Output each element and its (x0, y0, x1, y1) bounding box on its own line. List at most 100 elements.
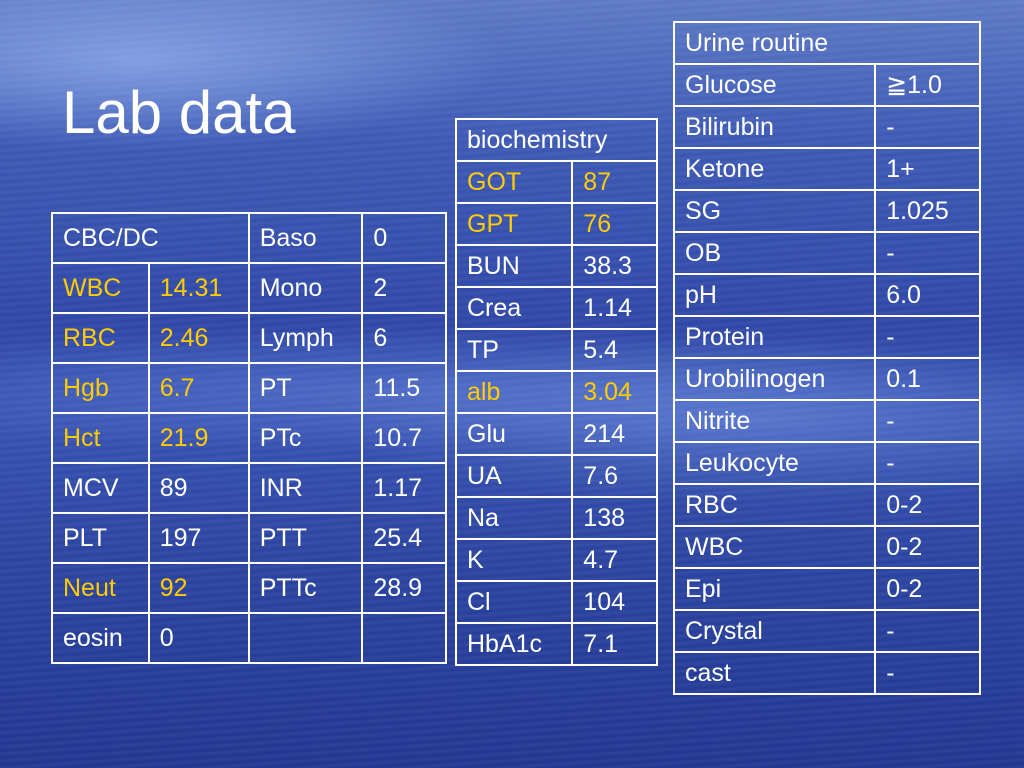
biochemistry-value: 3.04 (571, 370, 658, 414)
table-row: UA 7.6 (454, 454, 658, 498)
table-row: GOT 87 (454, 160, 658, 204)
cbc-value: 2.46 (147, 312, 250, 364)
table-row: cast - (672, 651, 981, 695)
table-row: K 4.7 (454, 538, 658, 582)
table-row: Glu 214 (454, 412, 658, 456)
urine-label: WBC (672, 525, 877, 569)
urine-label: Nitrite (672, 399, 877, 443)
table-row: Hct 21.9 PTc 10.7 (51, 412, 447, 464)
urine-value: - (874, 315, 981, 359)
cbc-baso-label: Baso (247, 212, 364, 264)
urine-value: ≧1.0 (874, 63, 981, 107)
biochemistry-label: TP (454, 328, 574, 372)
table-row: Urine routine (673, 21, 981, 65)
urine-label: Leukocyte (672, 441, 877, 485)
cbc-value: 0 (147, 612, 250, 664)
table-row: Ketone 1+ (672, 147, 981, 191)
cbc-value: 197 (147, 512, 250, 564)
cbc-label: Mono (247, 262, 364, 314)
table-row: Hgb 6.7 PT 11.5 (51, 362, 447, 414)
table-row: GPT 76 (454, 202, 658, 246)
cbc-value: 10.7 (361, 412, 447, 464)
cbc-label: PTTc (247, 562, 364, 614)
table-row: SG 1.025 (672, 189, 981, 233)
biochemistry-label: Glu (454, 412, 574, 456)
biochemistry-label: Crea (454, 286, 574, 330)
table-row: Urobilinogen 0.1 (672, 357, 981, 401)
urine-value: - (874, 231, 981, 275)
urine-value: 0-2 (874, 483, 981, 527)
cbc-label: eosin (51, 612, 150, 664)
cbc-label: Lymph (247, 312, 364, 364)
urine-value: - (874, 651, 981, 695)
cbc-value: 92 (147, 562, 250, 614)
biochemistry-label: Cl (454, 580, 574, 624)
cbc-label: PT (247, 362, 364, 414)
biochemistry-value: 1.14 (571, 286, 658, 330)
urine-value: 0.1 (874, 357, 981, 401)
urine-value: 6.0 (874, 273, 981, 317)
cbc-label: WBC (51, 262, 150, 314)
table-row: BUN 38.3 (454, 244, 658, 288)
table-row: WBC 0-2 (672, 525, 981, 569)
biochemistry-value: 7.1 (571, 622, 658, 666)
cbc-value: 6.7 (147, 362, 250, 414)
cbc-value: 14.31 (147, 262, 250, 314)
cbc-label: RBC (51, 312, 150, 364)
slide-title: Lab data (62, 79, 296, 146)
urine-value: 1.025 (874, 189, 981, 233)
cbc-label (247, 612, 364, 664)
cbc-value: 2 (361, 262, 447, 314)
biochemistry-value: 104 (571, 580, 658, 624)
table-row: pH 6.0 (672, 273, 981, 317)
cbc-header: CBC/DC (51, 212, 250, 264)
table-row: Glucose ≧1.0 (672, 63, 981, 107)
urine-label: RBC (672, 483, 877, 527)
urine-label: Glucose (672, 63, 877, 107)
table-row: Leukocyte - (672, 441, 981, 485)
table-row: Crystal - (672, 609, 981, 653)
biochemistry-header: biochemistry (455, 118, 658, 162)
cbc-label: INR (247, 462, 364, 514)
urine-value: 0-2 (874, 567, 981, 611)
urine-value: 0-2 (874, 525, 981, 569)
table-row: eosin 0 (51, 612, 447, 664)
table-row: OB - (672, 231, 981, 275)
table-row: Crea 1.14 (454, 286, 658, 330)
urine-label: Crystal (672, 609, 877, 653)
table-row: Cl 104 (454, 580, 658, 624)
table-row: Na 138 (454, 496, 658, 540)
table-row: MCV 89 INR 1.17 (51, 462, 447, 514)
table-row: Neut 92 PTTc 28.9 (51, 562, 447, 614)
table-row: Bilirubin - (672, 105, 981, 149)
biochemistry-value: 7.6 (571, 454, 658, 498)
table-row: biochemistry (455, 118, 658, 162)
table-row: PLT 197 PTT 25.4 (51, 512, 447, 564)
cbc-label: PLT (51, 512, 150, 564)
table-row: TP 5.4 (454, 328, 658, 372)
urine-label: SG (672, 189, 877, 233)
biochemistry-value: 5.4 (571, 328, 658, 372)
table-row: RBC 0-2 (672, 483, 981, 527)
table-row: WBC 14.31 Mono 2 (51, 262, 447, 314)
cbc-baso-value: 0 (361, 212, 447, 264)
cbc-value: 6 (361, 312, 447, 364)
cbc-label: Neut (51, 562, 150, 614)
urine-value: - (874, 399, 981, 443)
table-row: HbA1c 7.1 (454, 622, 658, 666)
cbc-label: MCV (51, 462, 150, 514)
urine-label: Ketone (672, 147, 877, 191)
cbc-value: 1.17 (361, 462, 447, 514)
cbc-label: PTc (247, 412, 364, 464)
biochemistry-table: biochemistry GOT 87 GPT 76 BUN 38.3 Crea… (454, 118, 658, 666)
cbc-label: PTT (247, 512, 364, 564)
urine-value: 1+ (874, 147, 981, 191)
urine-value: - (874, 441, 981, 485)
biochemistry-value: 4.7 (571, 538, 658, 582)
urine-label: Bilirubin (672, 105, 877, 149)
biochemistry-value: 76 (571, 202, 658, 246)
biochemistry-value: 87 (571, 160, 658, 204)
urine-value: - (874, 105, 981, 149)
biochemistry-label: GPT (454, 202, 574, 246)
table-row: alb 3.04 (454, 370, 658, 414)
